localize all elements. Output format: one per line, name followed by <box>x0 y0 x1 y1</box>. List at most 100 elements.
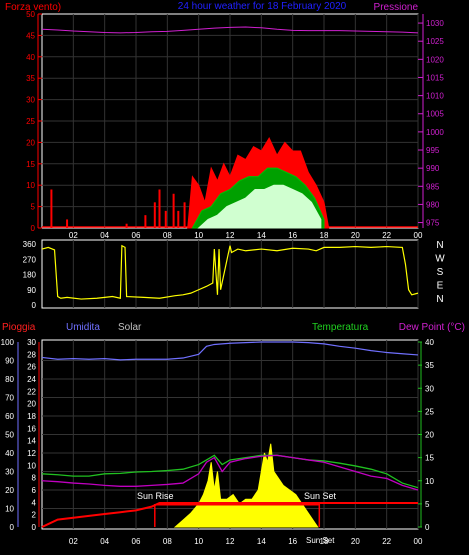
humidity-tick-label: 22 <box>27 387 36 396</box>
humidity-tick-label: 28 <box>27 350 36 359</box>
time-tick-label: 08 <box>163 537 172 546</box>
humidity-tick-label: 26 <box>27 363 36 372</box>
temperature-tick-label: 5 <box>425 500 430 509</box>
humidity-line <box>41 341 419 361</box>
time-tick-label: 02 <box>69 537 78 546</box>
humidity-tick-label: 2 <box>32 511 37 520</box>
rain-tick-label: 50 <box>5 431 14 440</box>
humidity-tick-label: 30 <box>27 338 36 347</box>
humidity-tick-label: 12 <box>27 449 36 458</box>
temperature-axis: 0 5 10 15 20 25 30 35 40 <box>418 338 434 532</box>
time-tick-label: 08 <box>163 231 172 240</box>
time-tick-label: 12 <box>226 231 235 240</box>
humidity-tick-label: 14 <box>27 437 36 446</box>
wind-speed-axis: 0 5 10 15 20 25 30 35 40 45 50 <box>26 10 42 233</box>
compass-label: N <box>436 294 443 305</box>
humidity-tick-label: 10 <box>27 461 36 470</box>
sunrise-label: Sun Rise <box>137 491 174 501</box>
rain-tick-label: 90 <box>5 357 14 366</box>
time-tick-label: 06 <box>132 231 141 240</box>
temperature-tick-label: 35 <box>425 361 434 370</box>
rain-tick-label: 100 <box>1 338 15 347</box>
rain-humidity-series <box>41 341 419 528</box>
rain-line <box>41 501 418 528</box>
dewpoint-line <box>41 454 419 491</box>
time-tick-label: 00 <box>414 537 423 546</box>
time-tick-label: 14 <box>257 537 266 546</box>
wind-direction-grid <box>72 240 419 308</box>
daylight-bracket <box>154 504 321 527</box>
wind-time-axis: 02 04 06 08 10 12 14 16 18 20 22 00 <box>69 231 423 240</box>
temperature-line <box>41 454 419 489</box>
time-tick-label: 12 <box>226 537 235 546</box>
pressure-line <box>41 26 419 34</box>
wind-tick-label: 0 <box>31 224 36 233</box>
pressure-tick-label: 995 <box>426 146 440 155</box>
rain-tick-label: 30 <box>5 468 14 477</box>
wind-tick-label: 20 <box>26 138 35 147</box>
time-tick-label: 20 <box>351 537 360 546</box>
pressure-tick-label: 1030 <box>426 19 444 28</box>
humidity-tick-label: 24 <box>27 375 36 384</box>
time-tick-label: 00 <box>414 231 423 240</box>
rain-axis-title: Pioggia <box>2 322 36 333</box>
wind-tick-label: 30 <box>26 96 35 105</box>
rain-tick-label: 0 <box>10 523 15 532</box>
temperature-tick-label: 30 <box>425 384 434 393</box>
time-tick-label: 20 <box>351 231 360 240</box>
time-tick-label: 16 <box>288 231 297 240</box>
solar-axis-title: Solar <box>118 322 142 333</box>
dewpoint-axis-title: Dew Point (°C) <box>399 322 465 333</box>
pressure-tick-label: 990 <box>426 164 440 173</box>
time-tick-label: 02 <box>69 231 78 240</box>
humidity-tick-label: 18 <box>27 412 36 421</box>
compass-label: E <box>437 281 444 292</box>
wind-direction-series <box>41 244 419 300</box>
humidity-axis-title: Umidita <box>66 322 100 333</box>
direction-tick-label: 0 <box>32 301 37 310</box>
time-tick-label: 14 <box>257 231 266 240</box>
temperature-tick-label: 20 <box>425 431 434 440</box>
temperature-tick-label: 15 <box>425 454 434 463</box>
time-tick-label: 18 <box>320 537 329 546</box>
wind-tick-label: 40 <box>26 53 35 62</box>
wind-tick-label: 35 <box>26 74 35 83</box>
rain-tick-label: 70 <box>5 394 14 403</box>
chart-title: 24 hour weather for 18 February 2020 <box>178 1 347 12</box>
wind-direction-axis: 0 90 180 270 360 <box>23 240 37 310</box>
solar-area <box>173 443 319 528</box>
time-tick-label: 22 <box>382 231 391 240</box>
pressure-tick-label: 975 <box>426 219 440 228</box>
pressure-tick-label: 985 <box>426 182 440 191</box>
humidity-tick-label: 6 <box>32 486 37 495</box>
pressure-tick-label: 1000 <box>426 128 444 137</box>
sunset-label: Sun Set <box>304 491 337 501</box>
time-tick-label: 04 <box>100 537 109 546</box>
pressure-axis-title: Pressione <box>374 2 419 13</box>
humidity-tick-label: 20 <box>27 400 36 409</box>
time-tick-label: 18 <box>320 231 329 240</box>
time-tick-label: 16 <box>288 537 297 546</box>
rain-tick-label: 10 <box>5 505 14 514</box>
wind-minimum-area <box>197 184 322 229</box>
wind-tick-label: 45 <box>26 31 35 40</box>
pressure-tick-label: 1015 <box>426 73 444 82</box>
temperature-tick-label: 40 <box>425 338 434 347</box>
wind-axis-title: Forza vento) <box>5 2 61 13</box>
direction-tick-label: 180 <box>23 271 37 280</box>
rain-time-axis: 02 04 06 08 10 12 14 16 18 20 22 00 <box>69 537 423 546</box>
direction-tick-label: 270 <box>23 255 37 264</box>
pressure-tick-label: 1005 <box>426 110 444 119</box>
temperature-tick-label: 25 <box>425 407 434 416</box>
wind-direction-line <box>41 244 419 300</box>
time-tick-label: 10 <box>194 537 203 546</box>
direction-tick-label: 90 <box>27 286 36 295</box>
compass-label: S <box>437 267 444 278</box>
pressure-tick-label: 1020 <box>426 55 444 64</box>
